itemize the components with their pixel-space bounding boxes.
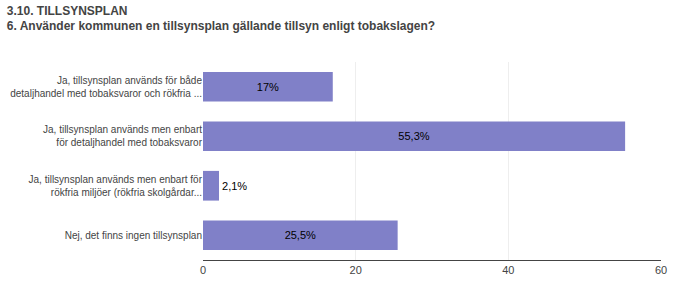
svg-text:3.10. TILLSYNSPLAN6. Använder: 3.10. TILLSYNSPLAN6. Använder kommunen e… (7, 4, 435, 34)
svg-text:20: 20 (350, 264, 362, 276)
svg-text:40: 40 (502, 264, 514, 276)
svg-text:Nej, det finns ingen tillsynsp: Nej, det finns ingen tillsynsplan (65, 230, 202, 241)
svg-text:25,5%: 25,5% (285, 229, 316, 241)
svg-text:Ja, tillsynsplan används men e: Ja, tillsynsplan används men enbart förr… (29, 174, 203, 198)
svg-text:Ja, tillsynsplan används men e: Ja, tillsynsplan används men enbartför d… (43, 124, 203, 148)
svg-text:0: 0 (200, 264, 206, 276)
svg-text:Ja, tillsynsplan används för b: Ja, tillsynsplan används för bådedetaljh… (10, 75, 202, 99)
svg-text:17%: 17% (257, 81, 279, 93)
svg-text:55,3%: 55,3% (398, 130, 429, 142)
svg-text:2,1%: 2,1% (222, 180, 247, 192)
svg-text:60: 60 (655, 264, 667, 276)
